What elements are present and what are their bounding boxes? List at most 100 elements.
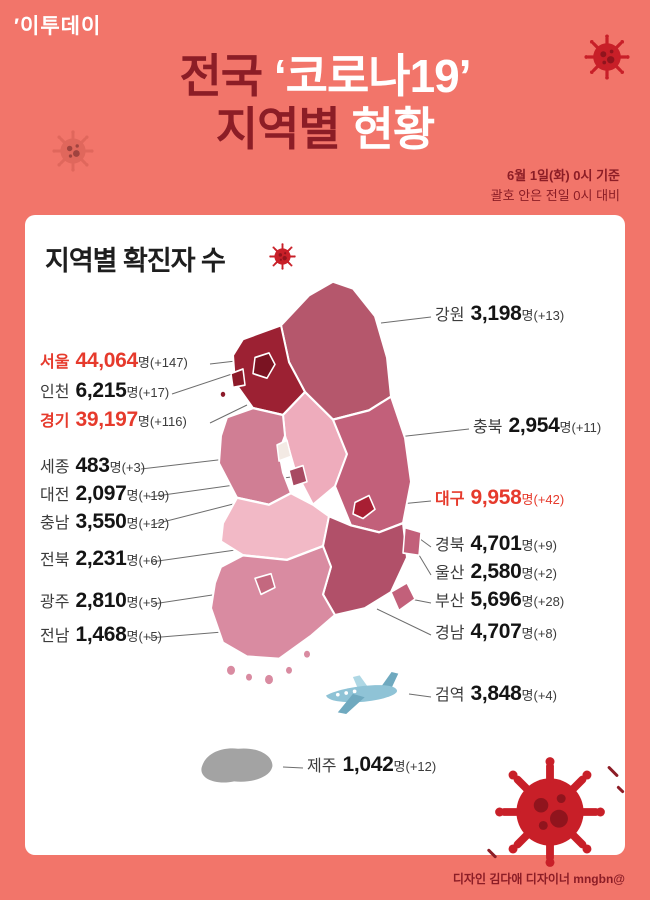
coronavirus-illustration bbox=[494, 756, 606, 868]
region-value: 1,042 bbox=[342, 753, 394, 776]
region-value: 483 bbox=[75, 454, 110, 477]
map-region-seoul bbox=[252, 352, 276, 380]
region-label-daegu: 대구 9,958 명 (+42) bbox=[435, 485, 564, 510]
region-value: 2,580 bbox=[470, 560, 522, 583]
region-delta: (+11) bbox=[571, 420, 602, 435]
region-value: 44,064 bbox=[75, 349, 138, 372]
region-value: 5,696 bbox=[470, 588, 522, 611]
region-value: 39,197 bbox=[75, 408, 138, 431]
as-of-date: 6월 1일(화) 0시 기준 bbox=[507, 168, 620, 183]
region-unit: 명 bbox=[126, 553, 139, 568]
region-value: 1,468 bbox=[75, 623, 127, 646]
region-value: 4,707 bbox=[470, 620, 522, 643]
region-delta: (+13) bbox=[533, 308, 565, 323]
region-delta: (+28) bbox=[533, 594, 565, 609]
title-text-dark: 전국 bbox=[179, 50, 263, 102]
region-value: 3,848 bbox=[470, 682, 522, 705]
map-region-daegu bbox=[352, 494, 376, 520]
region-label-gyeongnam: 경남 4,707 명 (+8) bbox=[435, 619, 557, 644]
region-delta: (+116) bbox=[149, 414, 187, 429]
map-region-gwangju bbox=[254, 572, 276, 596]
region-label-incheon: 인천 6,215 명 (+17) bbox=[40, 378, 169, 403]
region-value: 4,701 bbox=[470, 532, 522, 555]
region-delta: (+5) bbox=[138, 629, 162, 644]
region-unit: 명 bbox=[137, 355, 150, 370]
region-unit: 명 bbox=[393, 759, 406, 774]
region-label-jeonnam: 전남 1,468 명 (+5) bbox=[40, 622, 162, 647]
region-name: 충북 bbox=[473, 419, 503, 436]
region-delta: (+147) bbox=[149, 355, 188, 370]
region-label-gyeonggi: 경기 39,197 명 (+116) bbox=[40, 407, 187, 432]
region-delta: (+17) bbox=[138, 385, 170, 400]
region-unit: 명 bbox=[521, 538, 534, 553]
region-delta: (+42) bbox=[533, 492, 565, 507]
region-name: 인천 bbox=[40, 384, 70, 401]
region-name: 경기 bbox=[40, 413, 70, 430]
region-label-gyeongbuk: 경북 4,701 명 (+9) bbox=[435, 531, 557, 556]
publisher-logo: ′이투데이 bbox=[14, 15, 102, 38]
region-value: 2,810 bbox=[75, 589, 127, 612]
region-unit: 명 bbox=[521, 566, 534, 581]
note-text: 괄호 안은 전일 0시 대비 bbox=[490, 187, 620, 203]
region-unit: 명 bbox=[521, 594, 534, 609]
region-value: 3,198 bbox=[470, 302, 522, 325]
region-label-chungnam: 충남 3,550 명 (+12) bbox=[40, 509, 169, 534]
region-name: 검역 bbox=[435, 687, 465, 704]
designer-credit: 디자인 김다애 디자이너 mngbn@ bbox=[452, 872, 625, 886]
region-delta: (+6) bbox=[138, 553, 162, 568]
region-name: 광주 bbox=[40, 594, 70, 611]
content-card: 지역별 확진자 수 bbox=[25, 215, 625, 855]
region-unit: 명 bbox=[521, 308, 534, 323]
region-delta: (+9) bbox=[533, 538, 557, 553]
map-region-ulsan bbox=[402, 526, 422, 557]
region-delta: (+12) bbox=[405, 759, 437, 774]
map-region-chungnam bbox=[218, 406, 292, 506]
region-value: 6,215 bbox=[75, 379, 127, 402]
title-text-light: ‘코로나19’ bbox=[262, 50, 472, 102]
title-text-dark: 지역별 bbox=[215, 102, 341, 155]
region-name: 강원 bbox=[435, 307, 465, 324]
region-label-sejong: 세종 483 명 (+3) bbox=[40, 453, 145, 478]
map-jeonnam-islands bbox=[227, 650, 310, 685]
region-delta: (+2) bbox=[533, 566, 557, 581]
title-line-2: 지역별 현황 bbox=[0, 103, 650, 156]
region-delta: (+19) bbox=[138, 488, 170, 503]
section-heading: 지역별 확진자 수 bbox=[45, 246, 226, 276]
airplane-icon bbox=[326, 672, 399, 714]
map-region-jeonnam bbox=[210, 544, 336, 660]
map-region-jeju bbox=[201, 748, 273, 783]
region-label-jeonbuk: 전북 2,231 명 (+6) bbox=[40, 546, 162, 571]
region-name: 전북 bbox=[40, 552, 70, 569]
region-name: 경남 bbox=[435, 625, 465, 642]
region-label-gangwon: 강원 3,198 명 (+13) bbox=[435, 301, 564, 326]
region-value: 3,550 bbox=[75, 510, 127, 533]
region-unit: 명 bbox=[521, 626, 534, 641]
region-delta: (+5) bbox=[138, 595, 162, 610]
map-region-daejeon bbox=[288, 464, 308, 488]
region-unit: 명 bbox=[126, 629, 139, 644]
region-unit: 명 bbox=[109, 460, 122, 475]
region-unit: 명 bbox=[126, 385, 139, 400]
region-name: 충남 bbox=[40, 515, 70, 532]
region-label-chungbuk: 충북 2,954 명 (+11) bbox=[473, 413, 601, 438]
region-name: 부산 bbox=[435, 593, 465, 610]
region-delta: (+8) bbox=[533, 626, 557, 641]
region-unit: 명 bbox=[559, 420, 572, 435]
south-korea-map bbox=[210, 280, 422, 685]
title-line-1: 전국 ‘코로나19’ bbox=[0, 50, 650, 103]
region-label-jeju: 제주 1,042 명 (+12) bbox=[307, 752, 436, 777]
region-unit: 명 bbox=[126, 595, 139, 610]
region-unit: 명 bbox=[521, 492, 534, 507]
region-value: 2,954 bbox=[508, 414, 560, 437]
region-label-quarantine: 검역 3,848 명 (+4) bbox=[435, 681, 557, 706]
map-incheon-island bbox=[219, 389, 227, 399]
region-unit: 명 bbox=[137, 414, 150, 429]
region-label-ulsan: 울산 2,580 명 (+2) bbox=[435, 559, 557, 584]
region-name: 대구 bbox=[435, 491, 465, 508]
region-label-seoul: 서울 44,064 명 (+147) bbox=[40, 348, 188, 373]
region-name: 대전 bbox=[40, 487, 70, 504]
region-delta: (+3) bbox=[121, 460, 146, 475]
date-note: 6월 1일(화) 0시 기준 괄호 안은 전일 0시 대비 bbox=[491, 166, 620, 205]
region-value: 2,097 bbox=[75, 482, 127, 505]
